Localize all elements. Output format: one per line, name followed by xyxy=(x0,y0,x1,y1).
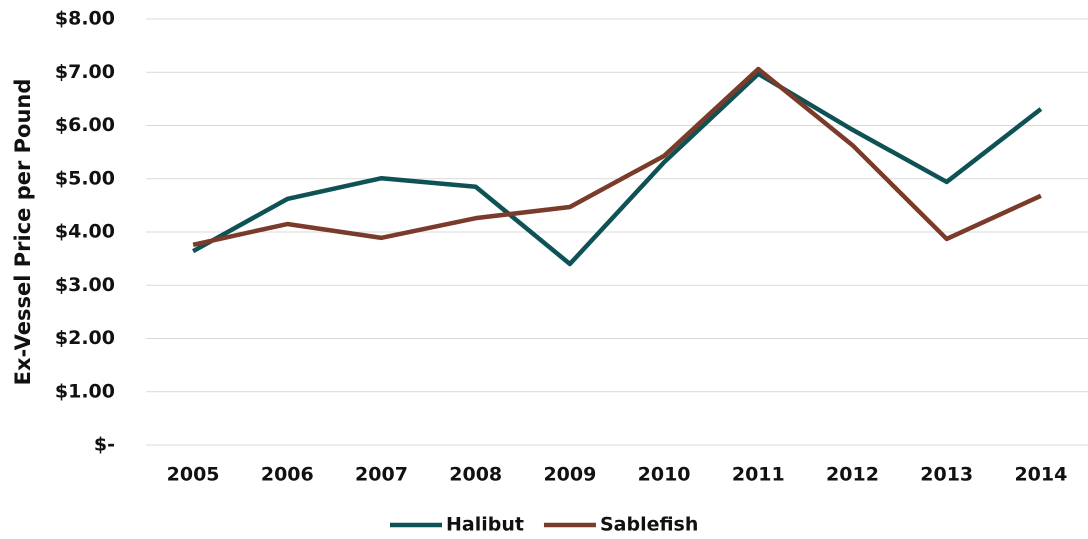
y-axis-label: Ex-Vessel Price per Pound xyxy=(11,79,35,386)
x-tick-label: 2007 xyxy=(355,464,408,486)
y-tick-label: $3.00 xyxy=(55,274,115,296)
legend-label: Sablefish xyxy=(600,514,698,536)
x-tick-label: 2013 xyxy=(920,464,973,486)
series-line xyxy=(192,66,1042,247)
x-tick-label: 2014 xyxy=(1014,464,1067,486)
legend-label: Halibut xyxy=(446,514,524,536)
x-tick-label: 2011 xyxy=(732,464,785,486)
y-tick-label: $4.00 xyxy=(55,221,115,243)
y-tick-label: $8.00 xyxy=(55,8,115,30)
x-tick-label: 2010 xyxy=(638,464,691,486)
y-tick-label: $5.00 xyxy=(55,167,115,189)
series-line xyxy=(192,71,1043,267)
y-tick-label: $6.00 xyxy=(55,114,115,136)
y-tick-label: $2.00 xyxy=(55,327,115,349)
x-tick-label: 2005 xyxy=(167,464,220,486)
x-tick-label: 2008 xyxy=(449,464,502,486)
x-tick-label: 2006 xyxy=(261,464,314,486)
x-tick-label: 2009 xyxy=(543,464,596,486)
y-tick-label: $7.00 xyxy=(55,61,115,83)
x-tick-label: 2012 xyxy=(826,464,879,486)
y-tick-label: $1.00 xyxy=(55,380,115,402)
y-tick-label: $- xyxy=(94,434,115,456)
